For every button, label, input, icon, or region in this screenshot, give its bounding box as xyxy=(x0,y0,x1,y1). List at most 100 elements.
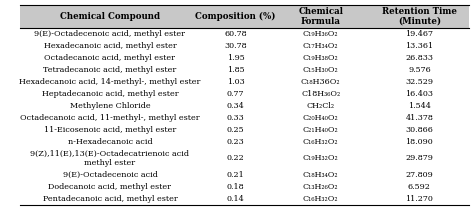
Bar xyxy=(20,28,200,40)
Bar xyxy=(272,52,370,64)
Bar xyxy=(200,5,272,28)
Bar xyxy=(200,52,272,64)
Text: 0.25: 0.25 xyxy=(227,126,245,134)
Bar xyxy=(200,28,272,40)
Text: 19.467: 19.467 xyxy=(405,30,433,38)
Text: C₁₈H₃₄O₂: C₁₈H₃₄O₂ xyxy=(303,171,338,179)
Bar xyxy=(200,148,272,169)
Bar xyxy=(20,64,200,76)
Text: C₁₉H₃₆O₂: C₁₉H₃₆O₂ xyxy=(303,30,338,38)
Text: 18.090: 18.090 xyxy=(406,138,433,146)
Text: Composition (%): Composition (%) xyxy=(195,12,276,21)
Text: 11.270: 11.270 xyxy=(405,195,433,203)
Bar xyxy=(20,5,200,28)
Text: Pentadecanoic acid, methyl ester: Pentadecanoic acid, methyl ester xyxy=(43,195,177,203)
Text: 1.95: 1.95 xyxy=(227,54,245,62)
Text: Dodecanoic acid, methyl ester: Dodecanoic acid, methyl ester xyxy=(48,183,172,191)
Text: n-Hexadecanoic acid: n-Hexadecanoic acid xyxy=(68,138,152,146)
Text: 9(Z),11(E),13(E)-Octadecatrienoic acid
methyl ester: 9(Z),11(E),13(E)-Octadecatrienoic acid m… xyxy=(30,150,190,167)
Text: 0.23: 0.23 xyxy=(227,138,245,146)
Text: 6.592: 6.592 xyxy=(408,183,431,191)
Bar xyxy=(370,64,469,76)
Bar xyxy=(20,52,200,64)
Bar xyxy=(200,112,272,124)
Text: Retention Time
(Minute): Retention Time (Minute) xyxy=(382,7,457,26)
Text: C₁₅H₃₀O₂: C₁₅H₃₀O₂ xyxy=(303,66,338,74)
Text: C₁₃H₂₆O₂: C₁₃H₂₆O₂ xyxy=(303,183,338,191)
Bar xyxy=(272,148,370,169)
Bar xyxy=(370,5,469,28)
Bar xyxy=(20,124,200,136)
Bar xyxy=(370,76,469,88)
Text: Hexadecanoic acid, 14-methyl-, methyl ester: Hexadecanoic acid, 14-methyl-, methyl es… xyxy=(19,78,201,86)
Text: Heptadecanoic acid, methyl ester: Heptadecanoic acid, methyl ester xyxy=(42,90,178,98)
Text: 0.34: 0.34 xyxy=(227,102,245,110)
Text: C₁₆H₃₂O₂: C₁₆H₃₂O₂ xyxy=(303,138,338,146)
Text: Tetradecanoic acid, methyl ester: Tetradecanoic acid, methyl ester xyxy=(43,66,177,74)
Text: C18H₃₆O₂: C18H₃₆O₂ xyxy=(301,90,340,98)
Bar xyxy=(272,169,370,181)
Text: 16.403: 16.403 xyxy=(405,90,433,98)
Text: C₂₁H₄₀O₂: C₂₁H₄₀O₂ xyxy=(303,126,338,134)
Text: Chemical Compound: Chemical Compound xyxy=(60,12,160,21)
Text: Chemical
Formula: Chemical Formula xyxy=(298,7,343,26)
Text: C₁₆H₃₂O₂: C₁₆H₃₂O₂ xyxy=(303,195,338,203)
Text: C₁₈H36O₂: C₁₈H36O₂ xyxy=(301,78,340,86)
Bar xyxy=(272,136,370,148)
Bar xyxy=(370,40,469,52)
Text: 32.529: 32.529 xyxy=(405,78,433,86)
Bar xyxy=(200,40,272,52)
Bar xyxy=(370,28,469,40)
Text: C₁₉H₃₂O₂: C₁₉H₃₂O₂ xyxy=(303,154,338,162)
Bar xyxy=(200,181,272,193)
Text: Octadecanoic acid, methyl ester: Octadecanoic acid, methyl ester xyxy=(45,54,175,62)
Text: C₂₀H₄₀O₂: C₂₀H₄₀O₂ xyxy=(303,114,338,122)
Bar xyxy=(272,100,370,112)
Bar xyxy=(272,181,370,193)
Bar xyxy=(200,64,272,76)
Bar xyxy=(272,124,370,136)
Bar xyxy=(200,100,272,112)
Text: CH₂Cl₂: CH₂Cl₂ xyxy=(307,102,335,110)
Bar xyxy=(200,193,272,205)
Text: 30.866: 30.866 xyxy=(405,126,433,134)
Bar xyxy=(200,169,272,181)
Text: 13.361: 13.361 xyxy=(405,42,433,50)
Bar xyxy=(272,112,370,124)
Bar xyxy=(20,112,200,124)
Text: 27.809: 27.809 xyxy=(406,171,433,179)
Bar xyxy=(200,76,272,88)
Bar xyxy=(370,100,469,112)
Bar xyxy=(20,76,200,88)
Bar xyxy=(370,124,469,136)
Text: 0.22: 0.22 xyxy=(227,154,245,162)
Text: 11-Eicosenoic acid, methyl ester: 11-Eicosenoic acid, methyl ester xyxy=(44,126,176,134)
Text: 41.378: 41.378 xyxy=(405,114,433,122)
Bar xyxy=(272,5,370,28)
Bar xyxy=(272,193,370,205)
Text: 9.576: 9.576 xyxy=(408,66,431,74)
Text: Hexadecanoic acid, methyl ester: Hexadecanoic acid, methyl ester xyxy=(44,42,176,50)
Bar xyxy=(200,124,272,136)
Bar xyxy=(370,136,469,148)
Bar xyxy=(20,169,200,181)
Bar xyxy=(272,28,370,40)
Text: 0.21: 0.21 xyxy=(227,171,245,179)
Bar xyxy=(20,40,200,52)
Bar xyxy=(20,136,200,148)
Text: 30.78: 30.78 xyxy=(224,42,247,50)
Text: 29.879: 29.879 xyxy=(405,154,433,162)
Text: 0.33: 0.33 xyxy=(227,114,245,122)
Bar xyxy=(370,52,469,64)
Text: 26.833: 26.833 xyxy=(405,54,433,62)
Bar xyxy=(200,88,272,100)
Bar xyxy=(20,193,200,205)
Bar xyxy=(20,100,200,112)
Bar xyxy=(272,76,370,88)
Text: 9(E)-Octadecenoic acid: 9(E)-Octadecenoic acid xyxy=(63,171,157,179)
Text: 1.85: 1.85 xyxy=(227,66,245,74)
Text: C₁₉H₃₈O₂: C₁₉H₃₈O₂ xyxy=(303,54,338,62)
Bar xyxy=(20,148,200,169)
Bar xyxy=(272,88,370,100)
Bar xyxy=(20,88,200,100)
